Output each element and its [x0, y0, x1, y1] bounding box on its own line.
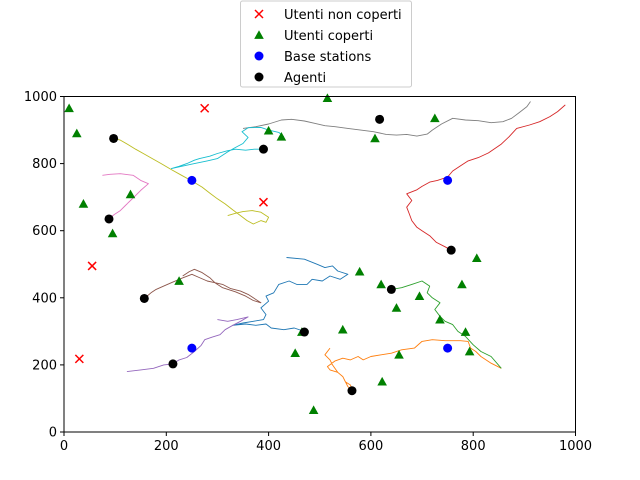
- x-tick-label: 600: [358, 439, 383, 454]
- covered-user-marker: [308, 405, 319, 415]
- covered-user-marker: [377, 376, 387, 386]
- trajectory-line-5: [126, 316, 249, 373]
- x-tick-label: 200: [154, 439, 179, 454]
- legend-marker-1: [254, 9, 264, 19]
- plot-frame: [63, 96, 576, 433]
- agent-marker: [446, 245, 456, 255]
- legend-marker-4: [254, 72, 264, 82]
- legend-label-4: Agenti: [284, 71, 326, 86]
- agent-marker: [139, 293, 149, 303]
- uncovered-user-marker: [74, 354, 84, 364]
- x-tick-label: 1000: [559, 439, 592, 454]
- legend-label-2: Utenti coperti: [284, 29, 373, 44]
- legend-marker-3: [254, 51, 264, 61]
- base-station-marker: [443, 175, 453, 185]
- trajectory-line-10: [170, 126, 285, 170]
- trajectory-layer: [102, 101, 566, 392]
- covered-user-marker: [391, 303, 402, 312]
- covered-user-marker: [276, 131, 287, 141]
- trajectory-line-1: [232, 257, 349, 332]
- legend-label-3: Base stations: [284, 50, 372, 65]
- agent-marker: [347, 386, 357, 396]
- covered-user-marker: [414, 291, 425, 300]
- covered-user-marker: [354, 266, 365, 276]
- agent-marker: [109, 133, 119, 143]
- trajectory-line-4: [406, 104, 566, 251]
- covered-user-marker: [435, 314, 445, 324]
- y-tick-label: 600: [32, 224, 57, 239]
- legend-box: [240, 0, 412, 88]
- axes: 00 200 200 400 400 600 600 800 800 1000 1000: [24, 90, 592, 454]
- uncovered-user-marker: [200, 103, 210, 113]
- trajectory-line-3: [391, 280, 502, 369]
- covered-user-marker: [394, 350, 404, 359]
- base-station-marker: [187, 175, 197, 185]
- covered-user-marker: [464, 346, 475, 356]
- covered-user-marker: [460, 327, 471, 336]
- covered-user-marker: [107, 228, 118, 238]
- uncovered-user-marker: [258, 197, 269, 207]
- agent-marker: [104, 214, 114, 224]
- covered-user-marker: [78, 199, 89, 208]
- covered-user-marker: [322, 93, 333, 103]
- covered-user-marker: [174, 276, 184, 285]
- trajectory-line-7: [102, 173, 149, 220]
- marker-layer: [64, 93, 482, 415]
- trajectory-line-2: [324, 339, 502, 392]
- trajectory-line-6: [144, 268, 262, 304]
- covered-user-marker: [64, 103, 74, 113]
- covered-user-marker: [337, 324, 348, 334]
- base-station-marker: [443, 343, 453, 353]
- covered-user-marker: [125, 189, 136, 199]
- y-tick-label: 400: [32, 291, 57, 306]
- covered-user-marker: [370, 133, 380, 143]
- y-tick-label: 200: [32, 358, 57, 373]
- trajectory-line-8: [242, 101, 531, 137]
- base-station-marker: [187, 343, 197, 353]
- covered-user-marker: [471, 253, 482, 263]
- agent-marker: [386, 284, 396, 294]
- x-tick-label: 400: [256, 439, 281, 454]
- y-tick-label: 0: [49, 426, 57, 441]
- trajectory-line-9: [113, 137, 270, 225]
- agent-marker: [375, 114, 385, 124]
- agent-marker: [258, 144, 268, 154]
- covered-user-marker: [376, 279, 386, 289]
- x-tick-label: 800: [461, 439, 486, 454]
- legend-marker-2: [254, 30, 264, 39]
- legend-label-1: Utenti non coperti: [284, 8, 402, 23]
- y-tick-label: 1000: [24, 90, 57, 105]
- agent-marker: [168, 359, 178, 369]
- covered-user-marker: [290, 348, 300, 357]
- uncovered-user-marker: [87, 261, 97, 271]
- covered-user-marker: [71, 128, 82, 138]
- legend: Utenti non coperti Utenti coperti Base sta…: [240, 0, 412, 88]
- covered-user-marker: [263, 125, 274, 135]
- agent-marker: [299, 327, 309, 337]
- y-tick-label: 800: [32, 157, 57, 172]
- covered-user-marker: [457, 279, 467, 289]
- covered-user-marker: [430, 113, 440, 123]
- x-tick-label: 0: [60, 439, 68, 454]
